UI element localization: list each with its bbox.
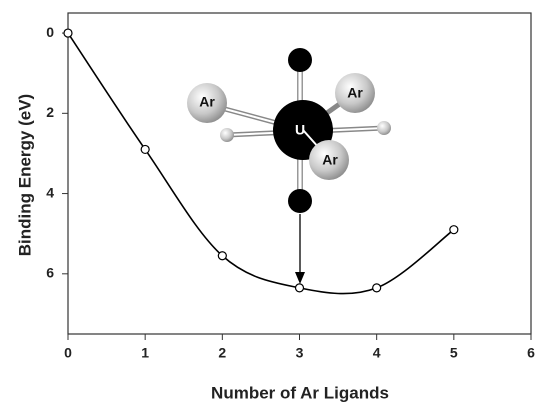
point xyxy=(63,28,73,38)
y-axis-label: Binding Energy (eV) xyxy=(15,94,34,256)
point xyxy=(372,283,382,293)
ar-atom xyxy=(335,73,375,113)
small-atom xyxy=(377,121,391,135)
point xyxy=(217,251,227,261)
atom-label: Ar xyxy=(322,152,338,168)
atom-label: Ar xyxy=(199,94,215,110)
line xyxy=(67,32,455,295)
arrow-head xyxy=(295,272,305,284)
oxygen-atom xyxy=(288,48,312,72)
x-tick-label: 4 xyxy=(373,345,381,361)
ar-atom xyxy=(309,140,349,180)
y-tick-label: 2 xyxy=(46,104,54,120)
point xyxy=(294,283,305,293)
y-tick-label: 4 xyxy=(46,184,54,200)
x-tick-label: 0 xyxy=(64,345,72,361)
atom-label: Ar xyxy=(347,85,363,101)
x-tick-label: 1 xyxy=(141,345,149,361)
molecule: Ar Ar Ar U xyxy=(187,48,391,284)
y-tick-label: 6 xyxy=(46,265,54,281)
point xyxy=(449,225,459,235)
atom-label: U xyxy=(295,122,305,138)
x-tick-label: 2 xyxy=(218,345,226,361)
point xyxy=(140,144,150,155)
x-tick-label: 5 xyxy=(450,345,458,361)
x-axis-label: Number of Ar Ligands xyxy=(211,383,389,402)
x-tick-label: 3 xyxy=(296,345,304,361)
x-tick-label: 6 xyxy=(527,345,535,361)
small-atom xyxy=(220,128,234,142)
ar-atom xyxy=(187,83,227,123)
y-tick-label: 0 xyxy=(46,24,54,40)
oxygen-atom xyxy=(288,189,312,213)
